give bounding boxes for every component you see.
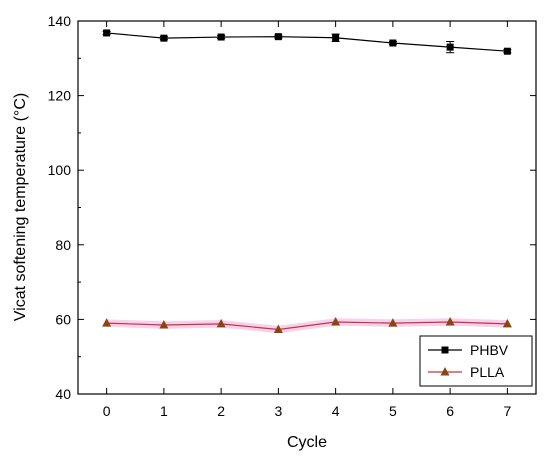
x-tick-label: 2 [217,403,225,419]
x-tick-label: 3 [274,403,282,419]
plla-point [388,318,398,327]
x-axis-title: Cycle [287,434,327,451]
x-tick-label: 5 [389,403,397,419]
plla-point [102,318,112,327]
phbv-point [503,47,511,55]
plla-point [273,324,283,333]
x-tick-label: 7 [503,403,511,419]
plla-point [445,317,455,326]
phbv-point [389,39,397,47]
x-tick-label: 6 [446,403,454,419]
plla-point [502,318,512,328]
plla-point [331,317,341,326]
y-tick-label: 40 [55,386,71,402]
series-layer [102,29,512,334]
x-tick-label: 4 [332,403,340,419]
y-axis-title: Vicat softening temperature (°C) [12,93,29,321]
plla-point [159,319,169,329]
legend-box [419,335,533,387]
legend-marker-plla [440,367,450,376]
phbv-line [106,32,508,52]
legend: PHBV PLLA [419,335,533,387]
phbv-point [446,43,454,51]
plla-line [106,321,508,331]
x-axis: 0 1 2 3 4 5 6 7 [103,21,511,419]
legend-marker-phbv [441,346,449,354]
phbv-point [103,29,111,37]
y-tick-label: 100 [48,162,72,178]
phbv-point [332,34,340,42]
x-tick-label: 1 [160,403,168,419]
phbv-point [217,33,225,41]
legend-label-plla: PLLA [470,364,505,380]
phbv-point [160,34,168,42]
y-tick-label: 120 [48,88,72,104]
y-tick-label: 140 [48,13,72,29]
x-tick-label: 0 [103,403,111,419]
legend-label-phbv: PHBV [470,342,509,358]
y-axis: 40 60 80 100 120 140 [48,13,536,402]
y-tick-label: 60 [55,311,71,327]
phbv-point [274,33,282,41]
y-tick-label: 80 [55,237,71,253]
plla-point [216,318,226,328]
